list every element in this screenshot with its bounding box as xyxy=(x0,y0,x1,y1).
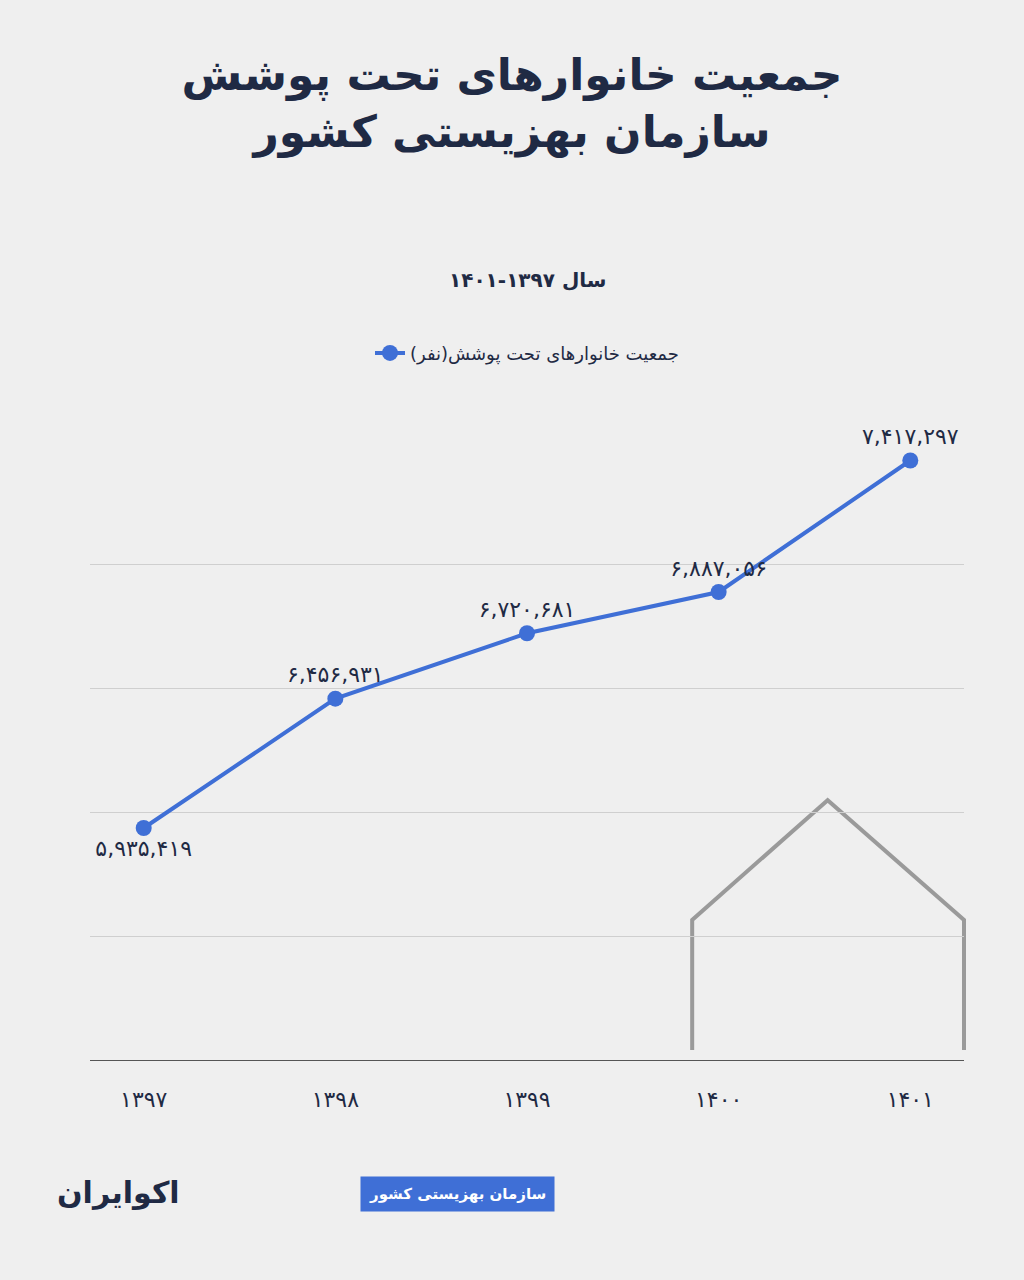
svg-text:۱۳۹۷: ۱۳۹۷ xyxy=(120,1087,167,1112)
svg-text:۶,۴۵۶,۹۳۱: ۶,۴۵۶,۹۳۱ xyxy=(287,662,384,687)
svg-text:۵,۹۳۵,۴۱۹: ۵,۹۳۵,۴۱۹ xyxy=(95,836,192,861)
svg-text:۱۳۹۸: ۱۳۹۸ xyxy=(312,1087,359,1112)
svg-text:۱۳۹۹: ۱۳۹۹ xyxy=(503,1087,550,1112)
svg-text:جمعیت خانوارهای تحت پوششسازمان: جمعیت خانوارهای تحت پوششسازمان بهزیستی ک… xyxy=(181,49,842,158)
svg-text:سال ۱۳۹۷-۱۴۰۱: سال ۱۳۹۷-۱۴۰۱ xyxy=(449,268,606,292)
svg-text:جمعیت خانوارهای تحت پوشش(نفر): جمعیت خانوارهای تحت پوشش(نفر) xyxy=(410,343,679,365)
svg-text:۶,۷۲۰,۶۸۱: ۶,۷۲۰,۶۸۱ xyxy=(479,597,576,622)
svg-text:اکوایران: اکوایران xyxy=(57,1175,180,1210)
svg-text:۱۴۰۰: ۱۴۰۰ xyxy=(695,1087,742,1112)
svg-text:۷,۴۱۷,۲۹۷: ۷,۴۱۷,۲۹۷ xyxy=(862,424,959,449)
svg-text:سازمان بهزیستی کشور: سازمان بهزیستی کشور xyxy=(369,1185,546,1203)
svg-text:۱۴۰۱: ۱۴۰۱ xyxy=(887,1087,934,1112)
svg-text:۶,۸۸۷,۰۵۶: ۶,۸۸۷,۰۵۶ xyxy=(670,556,767,581)
